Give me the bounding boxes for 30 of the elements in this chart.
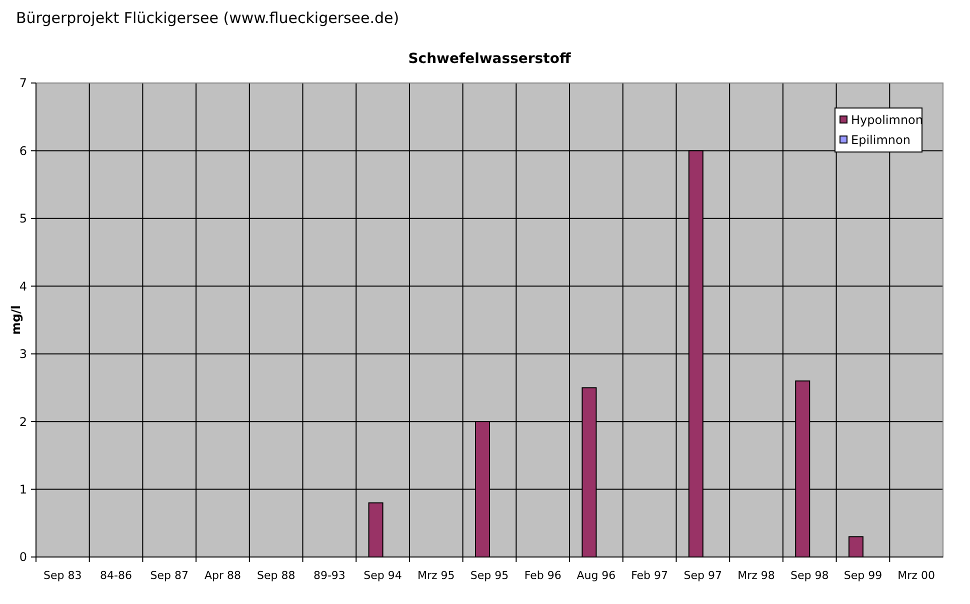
x-tick-label: Mrz 95 bbox=[418, 569, 455, 582]
y-tick-label: 4 bbox=[19, 279, 27, 294]
legend-label: Hypolimnon bbox=[851, 113, 923, 128]
x-tick-label: Sep 94 bbox=[364, 569, 402, 582]
x-tick-label: Sep 98 bbox=[790, 569, 829, 582]
y-axis-title: mg/l bbox=[9, 305, 23, 335]
x-tick-label: Aug 96 bbox=[576, 569, 616, 582]
x-tick-label: Sep 95 bbox=[470, 569, 509, 582]
x-tick-label: Feb 96 bbox=[524, 569, 562, 582]
x-tick-label: Sep 99 bbox=[844, 569, 882, 582]
x-tick-label: 89-93 bbox=[313, 569, 346, 582]
chart-title: Schwefelwasserstoff bbox=[408, 51, 572, 67]
x-tick-label: Sep 97 bbox=[684, 569, 722, 582]
x-tick-label: Mrz 98 bbox=[738, 569, 775, 582]
x-tick-label: Sep 83 bbox=[44, 569, 82, 582]
x-tick-label: Feb 97 bbox=[631, 569, 668, 582]
y-tick-label: 2 bbox=[19, 414, 27, 429]
text: Bürgerprojekt Flückigersee (www.flueckigersee.de) bbox=[16, 9, 400, 27]
y-tick-label: 0 bbox=[19, 550, 27, 564]
x-tick-label: Apr 88 bbox=[204, 569, 241, 582]
y-tick-label: 6 bbox=[19, 144, 27, 158]
y-tick-label: 3 bbox=[19, 347, 27, 362]
x-tick-label: Mrz 00 bbox=[898, 569, 935, 582]
x-tick-label: Sep 88 bbox=[256, 569, 296, 582]
y-tick-label: 1 bbox=[19, 482, 27, 496]
y-tick-label: 7 bbox=[19, 76, 27, 90]
x-tick-label: 84-86 bbox=[100, 569, 132, 582]
legend-label: Epilimnon bbox=[851, 133, 910, 148]
x-tick-label: Sep 87 bbox=[150, 569, 188, 582]
y-tick-label: 5 bbox=[19, 212, 27, 226]
